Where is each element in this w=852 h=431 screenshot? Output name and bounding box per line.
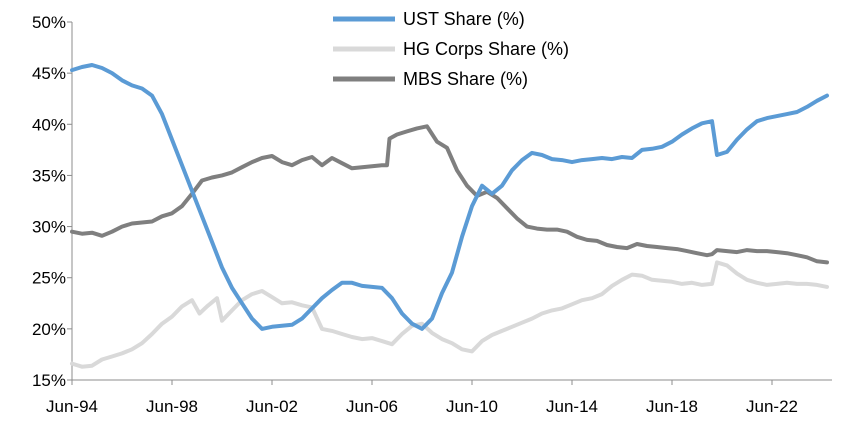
y-tick-label: 25%	[32, 269, 66, 288]
x-tick-label: Jun-02	[246, 397, 298, 416]
y-tick-label: 35%	[32, 166, 66, 185]
x-tick-label: Jun-18	[646, 397, 698, 416]
y-tick-label: 45%	[32, 64, 66, 83]
series-line-ust-share	[70, 63, 829, 331]
x-tick-label: Jun-14	[546, 397, 598, 416]
series-line-mbs-share	[70, 124, 829, 265]
x-tick-label: Jun-22	[746, 397, 798, 416]
legend-label-mbs-share: MBS Share (%)	[403, 69, 528, 89]
y-tick-label: 15%	[32, 371, 66, 390]
y-tick-label: 40%	[32, 115, 66, 134]
x-tick-label: Jun-06	[346, 397, 398, 416]
legend-label-hg-corps-share: HG Corps Share (%)	[403, 39, 569, 59]
y-tick-label: 20%	[32, 320, 66, 339]
x-tick-label: Jun-98	[146, 397, 198, 416]
series-line-hg-corps-share	[70, 260, 829, 369]
y-tick-label: 30%	[32, 218, 66, 237]
x-tick-label: Jun-10	[446, 397, 498, 416]
y-tick-label: 50%	[32, 13, 66, 32]
legend-label-ust-share: UST Share (%)	[403, 9, 525, 29]
y-axis: 15% 20% 25% 30% 35% 40% 45% 50%	[32, 13, 73, 390]
legend: UST Share (%) HG Corps Share (%) MBS Share…	[333, 9, 569, 89]
x-axis: Jun-94 Jun-98 Jun-02 Jun-06 Jun-10 Jun-14 Jun-…	[46, 379, 832, 416]
series-layer	[70, 63, 829, 369]
x-tick-label: Jun-94	[46, 397, 98, 416]
